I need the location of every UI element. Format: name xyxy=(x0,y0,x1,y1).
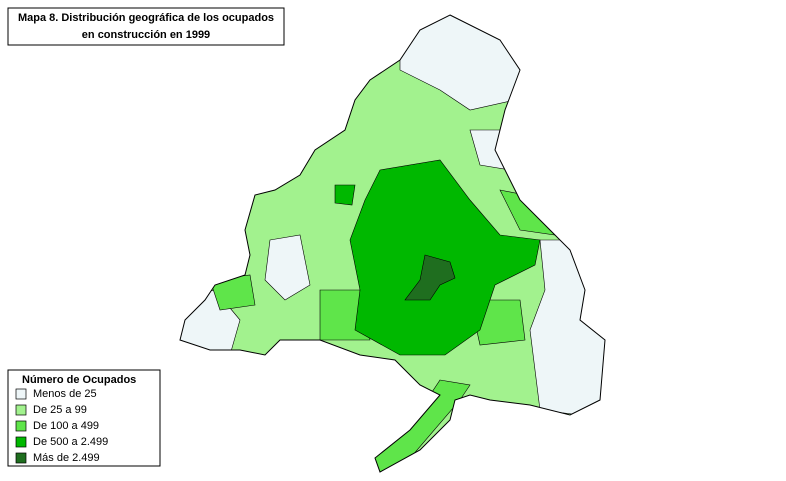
title: en construcción en 1999 xyxy=(82,29,210,41)
region xyxy=(404,254,456,301)
legend-title: Número de Ocupados xyxy=(22,374,136,386)
legend-swatch xyxy=(15,404,27,416)
legend-items: Menos de 25 De 25 a 99 De 100 a 499 De 500 … xyxy=(15,388,108,464)
title-box xyxy=(7,7,285,46)
legend-label: Menos de 25 xyxy=(33,388,97,400)
legend-label: De 25 a 99 xyxy=(33,404,87,416)
legend-label: Más de 2.499 xyxy=(33,452,100,464)
region xyxy=(334,184,356,206)
legend-swatch xyxy=(15,452,27,464)
legend-swatch xyxy=(15,420,27,432)
legend-swatch xyxy=(15,388,27,400)
region xyxy=(349,159,541,356)
legend-box xyxy=(7,369,161,467)
legend-label: De 100 a 499 xyxy=(33,420,99,432)
legend-swatch xyxy=(15,436,27,448)
title: Mapa 8. Distribución geográfica de los o… xyxy=(18,12,274,24)
region xyxy=(264,234,311,301)
legend-label: De 500 a 2.499 xyxy=(33,436,108,448)
